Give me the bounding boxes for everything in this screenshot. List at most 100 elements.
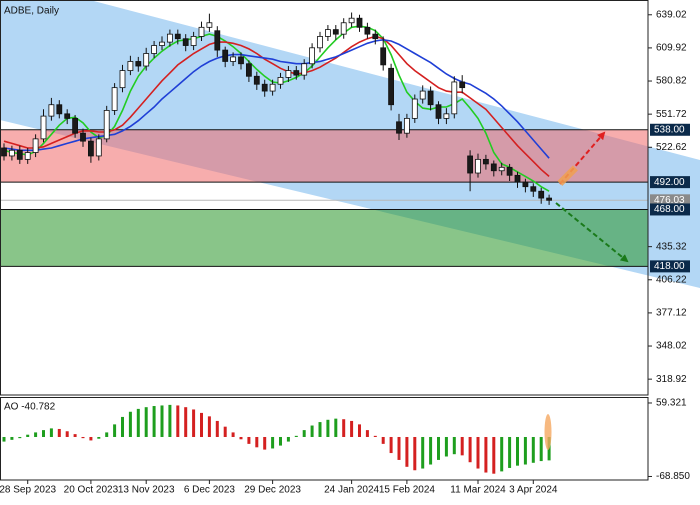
ao-bar <box>176 405 180 437</box>
candle-body <box>411 98 418 119</box>
ao-bar <box>105 432 109 437</box>
candle-body <box>182 38 189 46</box>
candle-body <box>245 63 252 77</box>
candle-body <box>324 29 331 37</box>
candle-body <box>8 149 15 157</box>
candle-body <box>285 70 292 78</box>
price-level-label: 476.03 <box>654 195 685 206</box>
ao-bar <box>121 416 124 437</box>
candle-body <box>238 56 244 65</box>
ao-bar <box>381 436 385 444</box>
price-level-label: 538.00 <box>654 124 685 135</box>
ao-bar <box>350 420 354 437</box>
candle-body <box>356 17 363 28</box>
plot <box>1 12 552 205</box>
price-level-label: 492.00 <box>654 177 685 188</box>
candle-body <box>380 47 387 66</box>
candle-body <box>64 113 71 119</box>
ao-bar <box>239 436 243 440</box>
ao-bar <box>215 420 219 437</box>
ao-bar <box>136 408 140 437</box>
ao-bar <box>160 405 164 437</box>
candle-body <box>253 75 260 85</box>
moving-average <box>3 38 550 159</box>
ao-bar <box>421 436 425 469</box>
candle-body <box>506 166 513 176</box>
candle-body <box>88 140 94 157</box>
candle-body <box>372 33 379 40</box>
ao-bar <box>73 434 77 437</box>
candle-body <box>427 90 434 106</box>
ao-bar <box>500 436 504 472</box>
y-tick-label: 318.92 <box>656 374 687 385</box>
ao-bar <box>429 436 433 465</box>
ao-label: AO -40.782 <box>4 402 56 413</box>
x-tick-label: 6 Dec 2023 <box>184 485 236 496</box>
candle-body <box>498 166 505 172</box>
ao-bar <box>271 436 275 449</box>
candle-body <box>95 138 102 157</box>
candle-body <box>40 115 47 140</box>
ao-highlight <box>544 414 552 450</box>
candle-body <box>467 155 474 174</box>
candle-body <box>293 70 300 76</box>
candle-body <box>214 30 221 51</box>
ao-bar <box>531 436 535 463</box>
candle-body <box>435 104 442 119</box>
candle-body <box>190 36 197 46</box>
candle-body <box>72 117 78 134</box>
candle-body <box>546 197 552 201</box>
main-pane-frame <box>0 0 649 396</box>
ao-bar <box>192 409 196 437</box>
moving-average <box>3 35 550 178</box>
ao-bar <box>523 436 527 465</box>
candle-body <box>151 45 158 54</box>
ao-bar <box>326 419 330 437</box>
candle-body <box>56 104 63 115</box>
candle-body <box>230 56 237 62</box>
y-tick-label: 435.32 <box>656 241 687 252</box>
candle-body <box>317 36 323 49</box>
ao-bar <box>26 434 30 437</box>
ao-bar <box>42 430 45 437</box>
ao-bar <box>508 436 512 468</box>
ao-bar <box>539 436 543 462</box>
ao-bar <box>452 436 456 455</box>
ao-bar <box>255 436 259 448</box>
ao-bar <box>444 436 448 457</box>
price-level-label: 418.00 <box>654 261 685 272</box>
ao-bar <box>405 436 409 467</box>
candle-body <box>103 110 110 140</box>
candle-body <box>143 53 150 67</box>
candle-body <box>16 149 23 160</box>
price-level-box <box>650 203 690 216</box>
y-tick-label: 639.02 <box>656 9 687 20</box>
ao-bar <box>57 428 61 437</box>
ao-pane <box>2 404 551 474</box>
ao-bar <box>113 424 117 437</box>
x-tick-label: 13 Nov 2023 <box>118 485 175 496</box>
ao-bar <box>65 431 69 437</box>
candle-body <box>482 158 489 165</box>
candle-body <box>24 152 31 160</box>
candle-body <box>332 29 339 35</box>
bearish-arrow <box>555 202 629 263</box>
candle-body <box>222 49 229 62</box>
candle-body <box>166 33 173 43</box>
ao-bar <box>302 430 306 437</box>
ao-bar <box>128 411 132 437</box>
ao-bar <box>310 425 314 437</box>
ao-y-tick-label: -68.850 <box>656 471 690 482</box>
candle-body <box>459 81 466 89</box>
candle-body <box>48 104 55 117</box>
candle-body <box>530 186 537 192</box>
ao-bar <box>89 436 93 441</box>
ao-bar <box>81 436 85 439</box>
ao-bar <box>389 436 393 454</box>
ao-bar <box>484 436 488 473</box>
x-tick-label: 28 Sep 2023 <box>0 485 56 496</box>
ao-bar <box>460 436 464 456</box>
x-tick-label: 3 Apr 2024 <box>509 485 558 496</box>
y-tick-label: 609.92 <box>656 43 687 54</box>
ao-bar <box>144 407 148 437</box>
